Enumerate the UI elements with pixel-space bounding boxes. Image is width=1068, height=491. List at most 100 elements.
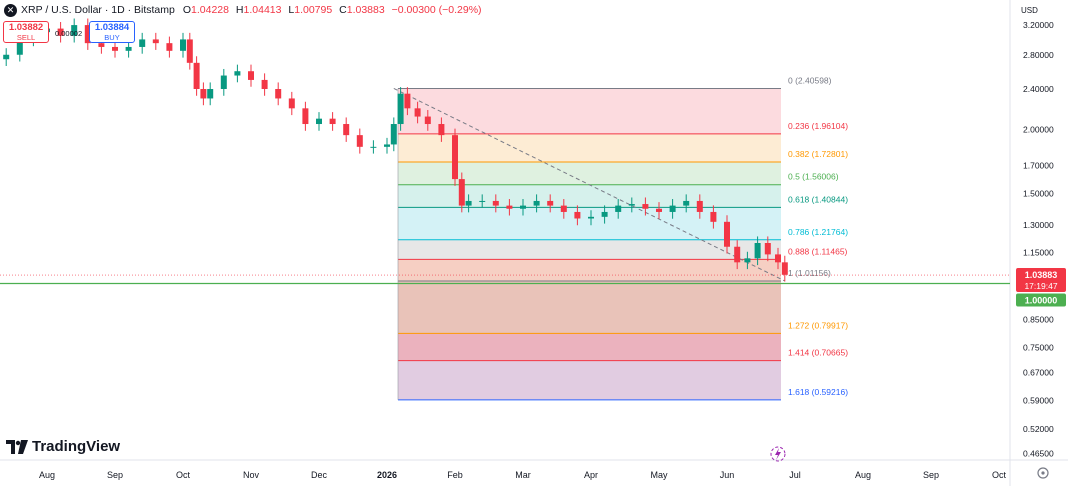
candle[interactable] xyxy=(452,135,458,180)
currency-selector[interactable]: USD xyxy=(1021,6,1038,15)
candle[interactable] xyxy=(775,254,781,263)
candle[interactable] xyxy=(302,108,309,125)
candle[interactable] xyxy=(3,54,10,60)
candle[interactable] xyxy=(560,205,567,212)
candle[interactable] xyxy=(316,118,322,125)
level-price-badge xyxy=(1016,293,1066,307)
candle[interactable] xyxy=(16,39,23,55)
time-tick-label: May xyxy=(650,470,668,480)
candle[interactable] xyxy=(356,135,363,147)
candle[interactable] xyxy=(261,79,268,89)
candle[interactable] xyxy=(288,98,295,109)
buy-label: BUY xyxy=(104,33,120,42)
ohlc-low: 1.00795 xyxy=(294,4,333,16)
candle[interactable] xyxy=(397,93,404,125)
time-tick-label: Feb xyxy=(447,470,463,480)
tradingview-logo[interactable]: TradingView xyxy=(6,438,120,455)
sell-button[interactable]: 1.03882 SELL xyxy=(3,21,49,43)
candle[interactable] xyxy=(438,124,445,136)
fib-label-0.382: 0.382 (1.72801) xyxy=(788,149,848,159)
buy-button[interactable]: 1.03884 BUY xyxy=(89,21,135,43)
candle[interactable] xyxy=(458,179,465,206)
candle[interactable] xyxy=(390,124,397,145)
candle[interactable] xyxy=(520,205,526,209)
candle[interactable] xyxy=(424,116,431,125)
fib-label-1.272: 1.272 (0.79917) xyxy=(788,320,848,330)
candle[interactable] xyxy=(724,221,730,247)
candle[interactable] xyxy=(200,89,207,99)
time-tick-label: Nov xyxy=(243,470,260,480)
fib-trend-line[interactable] xyxy=(393,87,786,282)
gear-icon[interactable] xyxy=(1037,467,1049,479)
candle[interactable] xyxy=(343,124,350,136)
candle[interactable] xyxy=(734,246,741,263)
price-tick-label: 1.15000 xyxy=(1023,247,1054,257)
candle[interactable] xyxy=(588,216,594,219)
candle[interactable] xyxy=(180,39,186,51)
candle[interactable] xyxy=(220,75,227,89)
candle[interactable] xyxy=(669,205,676,212)
last-price-badge xyxy=(1016,268,1066,293)
candle[interactable] xyxy=(71,25,78,36)
candle[interactable] xyxy=(57,28,64,36)
candle[interactable] xyxy=(414,108,421,117)
time-tick-label: Aug xyxy=(855,470,871,480)
candle[interactable] xyxy=(492,200,499,206)
ohlc-close: 1.03883 xyxy=(346,4,385,16)
symbol-title[interactable]: XRP / U.S. Dollar · 1D · Bitstamp xyxy=(21,4,175,16)
candle[interactable] xyxy=(384,144,390,147)
candle[interactable] xyxy=(248,71,254,80)
candle[interactable] xyxy=(275,89,282,99)
time-tick-label: Apr xyxy=(584,470,598,480)
candle[interactable] xyxy=(696,200,703,212)
candle[interactable] xyxy=(404,93,411,109)
candle[interactable] xyxy=(547,200,554,206)
candle[interactable] xyxy=(764,243,771,255)
candle[interactable] xyxy=(329,118,336,125)
candle[interactable] xyxy=(744,258,751,263)
candle[interactable] xyxy=(125,46,132,51)
level-price-label: 1.00000 xyxy=(1025,296,1058,306)
candle[interactable] xyxy=(533,200,540,206)
candle[interactable] xyxy=(186,39,193,63)
candle[interactable] xyxy=(139,39,146,47)
candle[interactable] xyxy=(465,200,472,206)
candle[interactable] xyxy=(193,62,200,89)
candle[interactable] xyxy=(601,211,608,217)
ohlc-change: −0.00300 (−0.29%) xyxy=(391,4,482,16)
candle[interactable] xyxy=(710,211,717,222)
candle[interactable] xyxy=(370,146,377,148)
price-tick-label: 2.40000 xyxy=(1023,84,1054,94)
candle[interactable] xyxy=(112,46,118,51)
candle[interactable] xyxy=(84,25,91,44)
candle[interactable] xyxy=(656,208,662,212)
ohlc-high: 1.04413 xyxy=(243,4,282,16)
candle[interactable] xyxy=(628,204,635,206)
candle[interactable] xyxy=(781,262,788,275)
candle[interactable] xyxy=(207,89,214,99)
candle[interactable] xyxy=(615,205,622,212)
x-icon[interactable]: ✕ xyxy=(4,3,17,17)
ohlc-high-key: H xyxy=(235,4,244,16)
gear-icon-center xyxy=(1041,471,1045,475)
candle[interactable] xyxy=(506,205,513,209)
fib-label-0: 0 (2.40598) xyxy=(788,75,832,85)
time-tick-label: Mar xyxy=(515,470,531,480)
candle[interactable] xyxy=(152,39,159,44)
fib-zone-0.786 xyxy=(398,207,781,240)
fib-zone-1.414 xyxy=(398,333,781,361)
candle[interactable] xyxy=(98,43,105,47)
candle[interactable] xyxy=(234,71,241,76)
candle[interactable] xyxy=(479,200,486,202)
fib-zone-1.618 xyxy=(398,360,781,400)
fib-zone-0.618 xyxy=(398,184,781,208)
candle[interactable] xyxy=(166,43,173,51)
fib-label-0.888: 0.888 (1.11465) xyxy=(788,246,848,256)
candle[interactable] xyxy=(642,204,649,209)
replay-icon[interactable] xyxy=(770,446,786,462)
candle[interactable] xyxy=(683,200,690,206)
candle[interactable] xyxy=(754,243,761,259)
candle[interactable] xyxy=(574,211,581,219)
